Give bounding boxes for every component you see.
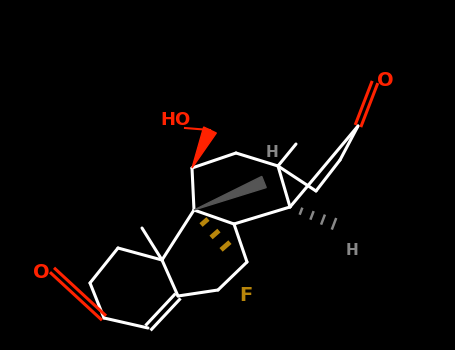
- Text: F: F: [239, 286, 253, 305]
- Text: O: O: [33, 262, 50, 281]
- Text: H: H: [346, 243, 359, 258]
- Polygon shape: [192, 127, 216, 168]
- Text: H: H: [266, 145, 278, 160]
- Polygon shape: [194, 176, 266, 210]
- Text: O: O: [377, 70, 394, 90]
- Text: HO: HO: [160, 111, 190, 129]
